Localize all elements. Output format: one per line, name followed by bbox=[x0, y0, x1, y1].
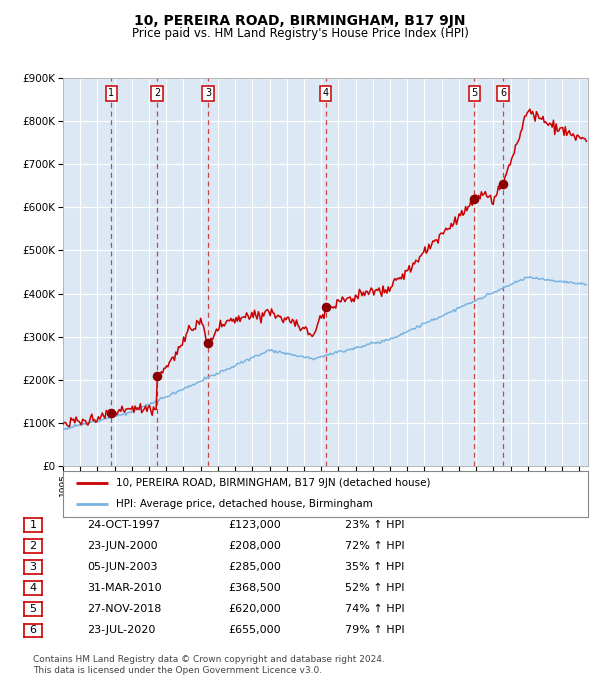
Text: £368,500: £368,500 bbox=[228, 583, 281, 593]
Text: 1: 1 bbox=[29, 520, 37, 530]
Text: 52% ↑ HPI: 52% ↑ HPI bbox=[345, 583, 404, 593]
Text: 72% ↑ HPI: 72% ↑ HPI bbox=[345, 541, 404, 551]
Text: £655,000: £655,000 bbox=[228, 626, 281, 635]
Text: 4: 4 bbox=[29, 583, 37, 593]
Text: 24-OCT-1997: 24-OCT-1997 bbox=[87, 520, 160, 530]
Text: £620,000: £620,000 bbox=[228, 605, 281, 614]
Text: 4: 4 bbox=[322, 88, 329, 99]
Text: 2: 2 bbox=[29, 541, 37, 551]
Point bbox=[203, 338, 213, 349]
Text: 35% ↑ HPI: 35% ↑ HPI bbox=[345, 562, 404, 572]
Text: 6: 6 bbox=[29, 626, 37, 635]
Text: 5: 5 bbox=[471, 88, 478, 99]
Point bbox=[107, 407, 116, 418]
Text: 10, PEREIRA ROAD, BIRMINGHAM, B17 9JN (detached house): 10, PEREIRA ROAD, BIRMINGHAM, B17 9JN (d… bbox=[115, 478, 430, 488]
Text: 3: 3 bbox=[205, 88, 211, 99]
Text: £208,000: £208,000 bbox=[228, 541, 281, 551]
Text: 3: 3 bbox=[29, 562, 37, 572]
Text: 23-JUL-2020: 23-JUL-2020 bbox=[87, 626, 155, 635]
Point bbox=[320, 302, 330, 313]
Text: 23% ↑ HPI: 23% ↑ HPI bbox=[345, 520, 404, 530]
Text: 23-JUN-2000: 23-JUN-2000 bbox=[87, 541, 158, 551]
Point bbox=[152, 371, 162, 381]
Point bbox=[470, 193, 479, 204]
Text: HPI: Average price, detached house, Birmingham: HPI: Average price, detached house, Birm… bbox=[115, 499, 372, 509]
Text: 5: 5 bbox=[29, 605, 37, 614]
Point bbox=[498, 178, 508, 189]
Text: 05-JUN-2003: 05-JUN-2003 bbox=[87, 562, 157, 572]
Text: 27-NOV-2018: 27-NOV-2018 bbox=[87, 605, 161, 614]
Text: 79% ↑ HPI: 79% ↑ HPI bbox=[345, 626, 404, 635]
Text: Price paid vs. HM Land Registry's House Price Index (HPI): Price paid vs. HM Land Registry's House … bbox=[131, 27, 469, 40]
Text: £285,000: £285,000 bbox=[228, 562, 281, 572]
Text: 74% ↑ HPI: 74% ↑ HPI bbox=[345, 605, 404, 614]
Text: 10, PEREIRA ROAD, BIRMINGHAM, B17 9JN: 10, PEREIRA ROAD, BIRMINGHAM, B17 9JN bbox=[134, 14, 466, 29]
Text: £123,000: £123,000 bbox=[228, 520, 281, 530]
Text: 1: 1 bbox=[109, 88, 115, 99]
Text: Contains HM Land Registry data © Crown copyright and database right 2024.
This d: Contains HM Land Registry data © Crown c… bbox=[33, 655, 385, 675]
Text: 2: 2 bbox=[154, 88, 160, 99]
Text: 31-MAR-2010: 31-MAR-2010 bbox=[87, 583, 161, 593]
Text: 6: 6 bbox=[500, 88, 506, 99]
